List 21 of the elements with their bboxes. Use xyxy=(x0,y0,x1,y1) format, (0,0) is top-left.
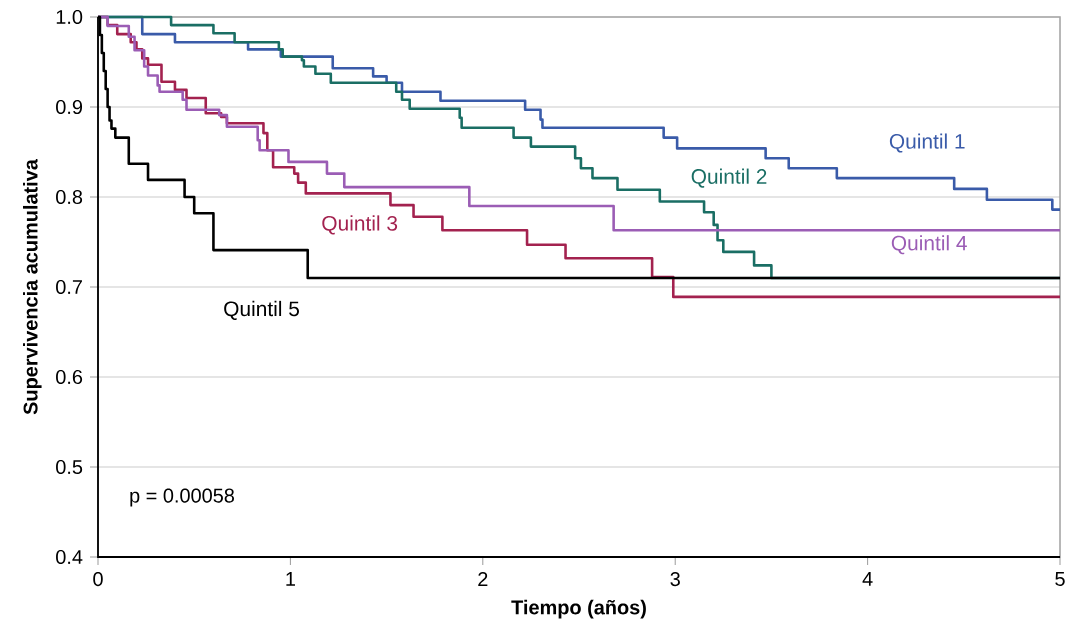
series-label: Quintil 1 xyxy=(889,133,965,153)
y-tick-label: 0.7 xyxy=(56,279,82,295)
series-label: Quintil 3 xyxy=(322,215,398,235)
x-tick-label: 4 xyxy=(862,572,873,586)
y-tick-label: 1.0 xyxy=(56,9,83,25)
series-label: Quintil 2 xyxy=(691,168,767,188)
y-tick-label: 0.5 xyxy=(56,459,83,475)
y-axis-title: Supervivencia acumulativa xyxy=(23,158,42,415)
x-tick-label: 3 xyxy=(670,572,680,587)
series-label: Quintil 5 xyxy=(224,300,299,320)
annotation: p = 0.00058 xyxy=(130,488,235,507)
y-tick-label: 0.4 xyxy=(56,549,83,565)
series-label: Quintil 4 xyxy=(891,235,967,255)
y-tick-label: 0.9 xyxy=(56,99,83,115)
y-tick-label: 0.6 xyxy=(56,369,83,385)
x-axis-title: Tiempo (años) xyxy=(511,599,646,619)
x-tick-label: 0 xyxy=(93,572,103,587)
x-tick-label: 1 xyxy=(286,572,295,586)
y-tick-label: 0.8 xyxy=(56,189,83,205)
x-tick-label: 2 xyxy=(478,572,488,586)
x-tick-label: 5 xyxy=(1055,572,1065,586)
